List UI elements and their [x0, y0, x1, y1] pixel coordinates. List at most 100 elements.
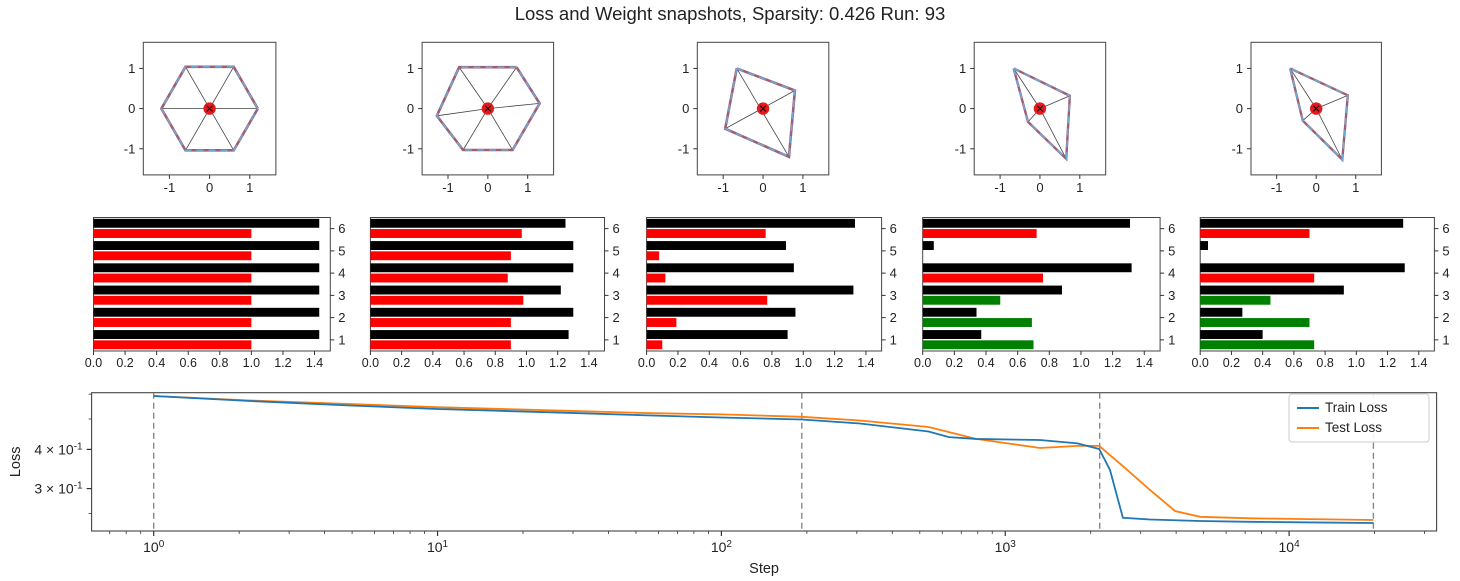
svg-text:1.4: 1.4: [857, 356, 874, 370]
svg-text:0.0: 0.0: [85, 356, 102, 370]
svg-text:0.0: 0.0: [914, 356, 931, 370]
svg-text:0.4: 0.4: [148, 356, 165, 370]
svg-text:-1: -1: [442, 180, 454, 195]
svg-text:0: 0: [1313, 180, 1320, 195]
svg-text:0: 0: [1236, 101, 1243, 116]
svg-text:1.4: 1.4: [306, 356, 323, 370]
svg-text:0.4: 0.4: [1254, 356, 1271, 370]
svg-text:Train Loss: Train Loss: [1325, 400, 1388, 415]
svg-text:-1: -1: [124, 141, 136, 156]
svg-text:1: 1: [338, 332, 345, 347]
svg-text:-1: -1: [994, 180, 1006, 195]
svg-text:1: 1: [799, 180, 806, 195]
svg-text:1.0: 1.0: [1348, 356, 1365, 370]
svg-text:0: 0: [484, 180, 491, 195]
svg-text:1: 1: [1352, 180, 1359, 195]
svg-text:0.6: 0.6: [1285, 356, 1302, 370]
svg-text:0.6: 0.6: [732, 356, 749, 370]
svg-text:103: 103: [995, 539, 1017, 556]
svg-text:4: 4: [1442, 266, 1449, 281]
svg-text:0.2: 0.2: [393, 356, 410, 370]
svg-text:0: 0: [1036, 180, 1043, 195]
svg-text:1.2: 1.2: [1104, 356, 1121, 370]
svg-text:6: 6: [890, 221, 897, 236]
svg-text:0: 0: [206, 180, 213, 195]
svg-text:1: 1: [1236, 61, 1243, 76]
svg-text:0.6: 0.6: [455, 356, 472, 370]
svg-text:6: 6: [1442, 221, 1449, 236]
svg-text:0.2: 0.2: [1223, 356, 1240, 370]
svg-text:102: 102: [711, 539, 733, 556]
svg-text:5: 5: [890, 243, 897, 258]
svg-text:0.8: 0.8: [763, 356, 780, 370]
svg-text:4: 4: [338, 266, 345, 281]
svg-text:0.0: 0.0: [1192, 356, 1209, 370]
svg-text:0.0: 0.0: [362, 356, 379, 370]
svg-text:1.0: 1.0: [243, 356, 260, 370]
svg-text:1: 1: [246, 180, 253, 195]
svg-text:0.8: 0.8: [1041, 356, 1058, 370]
svg-text:0.4: 0.4: [701, 356, 718, 370]
svg-text:100: 100: [143, 539, 165, 556]
svg-text:5: 5: [1168, 243, 1175, 258]
svg-text:1: 1: [407, 61, 414, 76]
svg-text:2: 2: [1442, 310, 1449, 325]
svg-text:-1: -1: [403, 141, 415, 156]
svg-text:5: 5: [338, 243, 345, 258]
svg-text:0: 0: [759, 180, 766, 195]
svg-text:6: 6: [1168, 221, 1175, 236]
svg-text:1: 1: [524, 180, 531, 195]
svg-text:0.6: 0.6: [1009, 356, 1026, 370]
svg-text:-1: -1: [717, 180, 729, 195]
svg-text:5: 5: [1442, 243, 1449, 258]
svg-text:0.8: 0.8: [1316, 356, 1333, 370]
svg-text:101: 101: [427, 539, 449, 556]
svg-text:0.2: 0.2: [946, 356, 963, 370]
svg-text:1: 1: [613, 332, 620, 347]
svg-text:1.2: 1.2: [549, 356, 566, 370]
svg-text:1.4: 1.4: [1136, 356, 1153, 370]
svg-text:0: 0: [407, 101, 414, 116]
svg-text:4: 4: [1168, 266, 1175, 281]
svg-text:1.2: 1.2: [826, 356, 843, 370]
svg-text:1.4: 1.4: [580, 356, 597, 370]
svg-text:4 × 10-1: 4 × 10-1: [34, 441, 83, 458]
svg-text:Test Loss: Test Loss: [1325, 420, 1382, 435]
svg-text:0.6: 0.6: [180, 356, 197, 370]
svg-text:1: 1: [1168, 332, 1175, 347]
svg-text:-1: -1: [1231, 141, 1243, 156]
svg-text:3: 3: [1168, 288, 1175, 303]
svg-text:4: 4: [613, 266, 620, 281]
svg-text:0.8: 0.8: [487, 356, 504, 370]
svg-text:5: 5: [613, 243, 620, 258]
svg-text:-1: -1: [678, 141, 690, 156]
svg-text:Step: Step: [749, 561, 779, 577]
svg-text:0: 0: [959, 101, 966, 116]
svg-text:0.2: 0.2: [669, 356, 686, 370]
svg-text:6: 6: [613, 221, 620, 236]
svg-text:3: 3: [338, 288, 345, 303]
svg-text:0.0: 0.0: [638, 356, 655, 370]
svg-text:Loss: Loss: [8, 447, 24, 478]
svg-text:3: 3: [613, 288, 620, 303]
svg-text:3 × 10-1: 3 × 10-1: [34, 480, 83, 497]
svg-text:1: 1: [1442, 332, 1449, 347]
svg-text:2: 2: [1168, 310, 1175, 325]
svg-text:4: 4: [890, 266, 897, 281]
svg-text:-1: -1: [1271, 180, 1283, 195]
svg-text:1: 1: [890, 332, 897, 347]
svg-text:0: 0: [128, 101, 135, 116]
svg-text:2: 2: [338, 310, 345, 325]
svg-text:-1: -1: [955, 141, 967, 156]
svg-text:1: 1: [128, 61, 135, 76]
svg-text:2: 2: [890, 310, 897, 325]
svg-text:1: 1: [682, 61, 689, 76]
svg-text:3: 3: [890, 288, 897, 303]
svg-text:2: 2: [613, 310, 620, 325]
svg-text:1: 1: [959, 61, 966, 76]
svg-text:6: 6: [338, 221, 345, 236]
svg-text:0.4: 0.4: [977, 356, 994, 370]
svg-text:1.0: 1.0: [795, 356, 812, 370]
svg-text:1.0: 1.0: [518, 356, 535, 370]
svg-text:3: 3: [1442, 288, 1449, 303]
